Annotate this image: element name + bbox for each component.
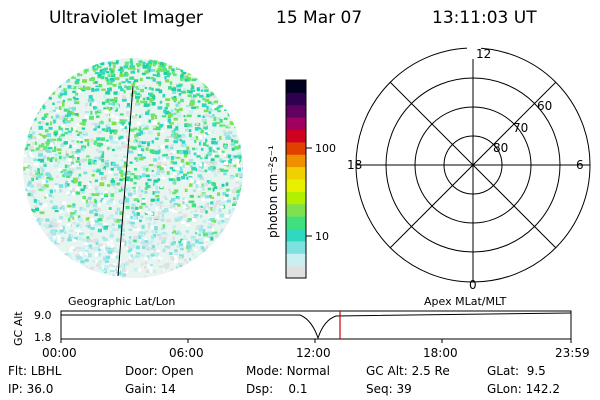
colorbar-cell bbox=[286, 92, 306, 106]
colorbar-cell bbox=[286, 203, 306, 217]
colorbar-label-100: 100 bbox=[315, 142, 336, 155]
info-glon: GLon: 142.2 bbox=[487, 382, 560, 396]
timeline-axis-title: GC Alt bbox=[12, 311, 25, 346]
uv-earth-image bbox=[23, 58, 243, 278]
colorbar-cell bbox=[286, 129, 306, 143]
colorbar-frame bbox=[285, 79, 307, 279]
colorbar-cell bbox=[286, 154, 306, 168]
colorbar-label-10: 10 bbox=[315, 230, 329, 243]
mlt-label-bg bbox=[467, 47, 481, 59]
info-dsp: Dsp: 0.1 bbox=[246, 382, 308, 396]
polar-grid bbox=[355, 47, 591, 283]
info-glat: GLat: 9.5 bbox=[487, 364, 546, 378]
info-mode: Mode: Normal bbox=[246, 364, 330, 378]
xtick-0600: 06:00 bbox=[169, 346, 204, 360]
geographic-label: Geographic Lat/Lon bbox=[68, 295, 175, 308]
mlt-label-18: 18 bbox=[347, 158, 362, 172]
colorbar-cell bbox=[286, 104, 306, 118]
apex-label: Apex MLat/MLT bbox=[424, 295, 507, 308]
info-door: Door: Open bbox=[125, 364, 194, 378]
colorbar-cell bbox=[286, 240, 306, 254]
mlt-label-6: 6 bbox=[576, 158, 584, 172]
mlt-label-0: 0 bbox=[469, 278, 477, 292]
colorbar bbox=[285, 79, 307, 279]
colorbar-cell bbox=[286, 191, 306, 205]
colorbar-cell bbox=[286, 179, 306, 192]
timeline-box bbox=[60, 310, 572, 340]
colorbar-unit-label: photon cm⁻²s⁻¹ bbox=[266, 145, 280, 238]
date-label: 15 Mar 07 bbox=[276, 8, 363, 28]
xtick-0000: 00:00 bbox=[42, 346, 77, 360]
xtick-1200: 12:00 bbox=[296, 346, 331, 360]
gc-alt-curve bbox=[61, 312, 572, 340]
info-gain: Gain: 14 bbox=[125, 382, 176, 396]
colorbar-cell bbox=[286, 265, 306, 279]
info-seq: Seq: 39 bbox=[366, 382, 412, 396]
xtick-1800: 18:00 bbox=[423, 346, 458, 360]
lat-label-80: 80 bbox=[493, 141, 508, 155]
lat-label-70: 70 bbox=[513, 121, 528, 135]
colorbar-cell bbox=[286, 80, 306, 93]
ytick-1-8: 1.8 bbox=[34, 331, 52, 344]
ytick-9: 9.0 bbox=[34, 309, 52, 322]
colorbar-cell bbox=[286, 117, 306, 131]
info-ip: IP: 36.0 bbox=[8, 382, 54, 396]
info-gc-alt: GC Alt: 2.5 Re bbox=[366, 364, 450, 378]
terminator-line bbox=[117, 85, 134, 277]
colorbar-cell bbox=[286, 228, 306, 242]
colorbar-cell bbox=[286, 253, 306, 267]
time-label: 13:11:03 UT bbox=[432, 8, 537, 28]
colorbar-cell bbox=[286, 166, 306, 180]
mlt-label-12: 12 bbox=[476, 47, 491, 61]
xtick-2359: 23:59 bbox=[555, 346, 590, 360]
colorbar-cell bbox=[286, 216, 306, 230]
instrument-title: Ultraviolet Imager bbox=[49, 8, 203, 28]
colorbar-cell bbox=[286, 141, 306, 155]
lat-label-60: 60 bbox=[537, 99, 552, 113]
info-flt: Flt: LBHL bbox=[8, 364, 62, 378]
